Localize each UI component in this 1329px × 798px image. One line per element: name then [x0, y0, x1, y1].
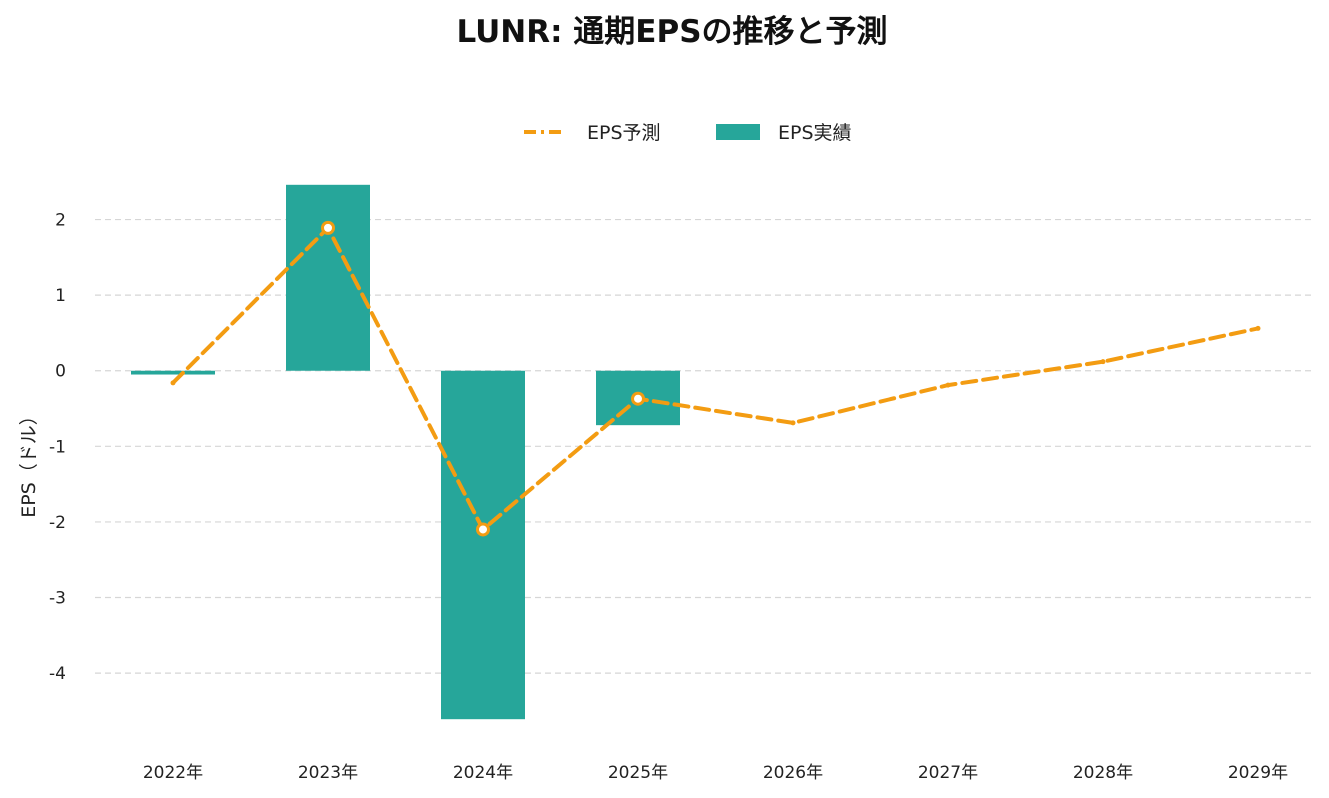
- line-series: [170, 220, 1261, 537]
- eps-forecast-point: [1100, 359, 1106, 365]
- legend-actual-label: EPS実績: [778, 122, 852, 144]
- legend-actual-swatch: [716, 124, 760, 140]
- y-tick-label: 0: [55, 362, 66, 382]
- y-tick-label: 2: [55, 211, 66, 231]
- legend: EPS予測 EPS実績: [524, 122, 852, 144]
- legend-item-actual: EPS実績: [716, 122, 852, 144]
- eps-forecast-point: [476, 522, 490, 537]
- eps-forecast-point: [631, 391, 645, 406]
- y-axis-label: EPS（ドル）: [18, 406, 40, 518]
- y-axis-ticks: 2 1 0 -1 -2 -3 -4: [49, 211, 66, 685]
- y-tick-label: -3: [49, 589, 66, 609]
- eps-actual-bar: [441, 370, 525, 720]
- x-tick-label: 2022年: [143, 763, 203, 783]
- y-tick-label: 1: [55, 286, 66, 306]
- eps-forecast-point: [790, 420, 796, 426]
- x-tick-label: 2024年: [453, 763, 513, 783]
- eps-actual-bar: [131, 370, 215, 375]
- eps-actual-bar: [286, 184, 370, 371]
- x-tick-label: 2025年: [608, 763, 668, 783]
- eps-forecast-point: [1255, 325, 1261, 331]
- x-axis-ticks: 2022年 2023年 2024年 2025年 2026年 2027年 2028年 2029年: [143, 763, 1288, 783]
- bar-series: [131, 184, 680, 720]
- x-tick-label: 2028年: [1073, 763, 1133, 783]
- eps-forecast-point: [170, 380, 176, 386]
- gridlines: [95, 218, 1313, 674]
- eps-forecast-point: [945, 382, 951, 388]
- y-tick-label: -2: [49, 513, 66, 533]
- x-tick-label: 2026年: [763, 763, 823, 783]
- legend-item-forecast: EPS予測: [524, 122, 661, 144]
- y-tick-label: -4: [49, 664, 66, 684]
- chart-title: LUNR: 通期EPSの推移と予測: [456, 14, 887, 50]
- x-tick-label: 2027年: [918, 763, 978, 783]
- eps-forecast-line: [171, 225, 1260, 532]
- eps-forecast-point: [321, 220, 335, 235]
- y-tick-label: -1: [49, 437, 66, 457]
- x-tick-label: 2029年: [1228, 763, 1288, 783]
- legend-forecast-label: EPS予測: [587, 122, 661, 144]
- x-tick-label: 2023年: [298, 763, 358, 783]
